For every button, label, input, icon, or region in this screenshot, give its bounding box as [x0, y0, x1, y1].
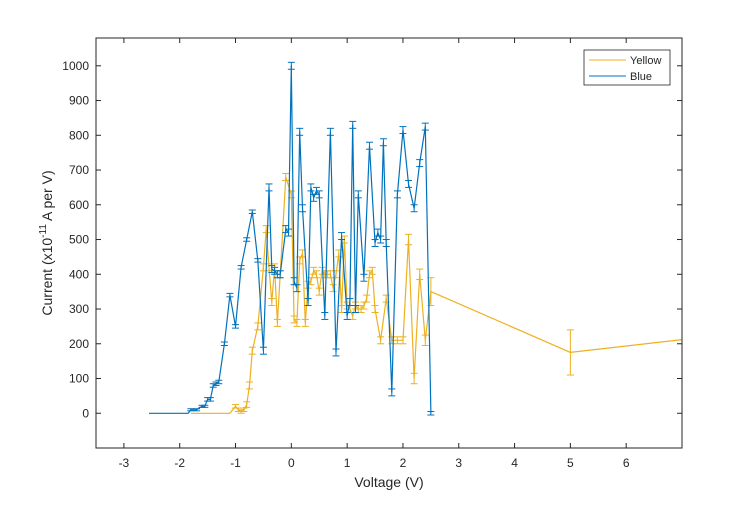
y-axis-label-suffix: A per V): [39, 170, 55, 224]
plot-area: [96, 38, 682, 448]
x-tick-label: 5: [567, 456, 574, 470]
plot-border: [95, 37, 683, 449]
y-tick-label: 600: [69, 198, 89, 212]
x-tick-label: 0: [288, 456, 295, 470]
series-blue: [149, 61, 435, 416]
x-tick-label: -2: [174, 456, 185, 470]
legend: Yellow Blue: [583, 49, 671, 86]
y-tick-label: 300: [69, 302, 89, 316]
y-tick-label: 900: [69, 94, 89, 108]
x-axis-label: Voltage (V): [354, 474, 423, 490]
y-axis-label-prefix: Current (x10: [39, 238, 55, 316]
legend-label-blue: Blue: [630, 71, 652, 83]
y-axis-ticks: 0 100 200 300 400 500 600 700 800 900 1000: [62, 59, 682, 420]
x-tick-label: -1: [230, 456, 241, 470]
y-tick-label: 700: [69, 163, 89, 177]
y-axis-label: Current (x10-11 A per V): [38, 170, 55, 315]
y-tick-label: 0: [82, 406, 89, 420]
y-tick-label: 800: [69, 128, 89, 142]
x-tick-label: 2: [400, 456, 407, 470]
x-axis-ticks: -3 -2 -1 0 1 2 3 4 5 6: [119, 38, 630, 470]
legend-box: [583, 49, 671, 86]
legend-label-yellow: Yellow: [630, 55, 661, 67]
x-tick-label: -3: [119, 456, 130, 470]
y-tick-label: 500: [69, 233, 89, 247]
y-tick-label: 100: [69, 372, 89, 386]
y-tick-label: 200: [69, 337, 89, 351]
x-tick-label: 6: [623, 456, 630, 470]
y-tick-label: 400: [69, 267, 89, 281]
x-tick-label: 4: [511, 456, 518, 470]
x-tick-label: 1: [344, 456, 351, 470]
series-layer: [149, 61, 683, 416]
x-tick-label: 3: [455, 456, 462, 470]
y-axis-label-superscript: -11: [38, 224, 49, 238]
y-tick-label: 1000: [62, 59, 89, 73]
